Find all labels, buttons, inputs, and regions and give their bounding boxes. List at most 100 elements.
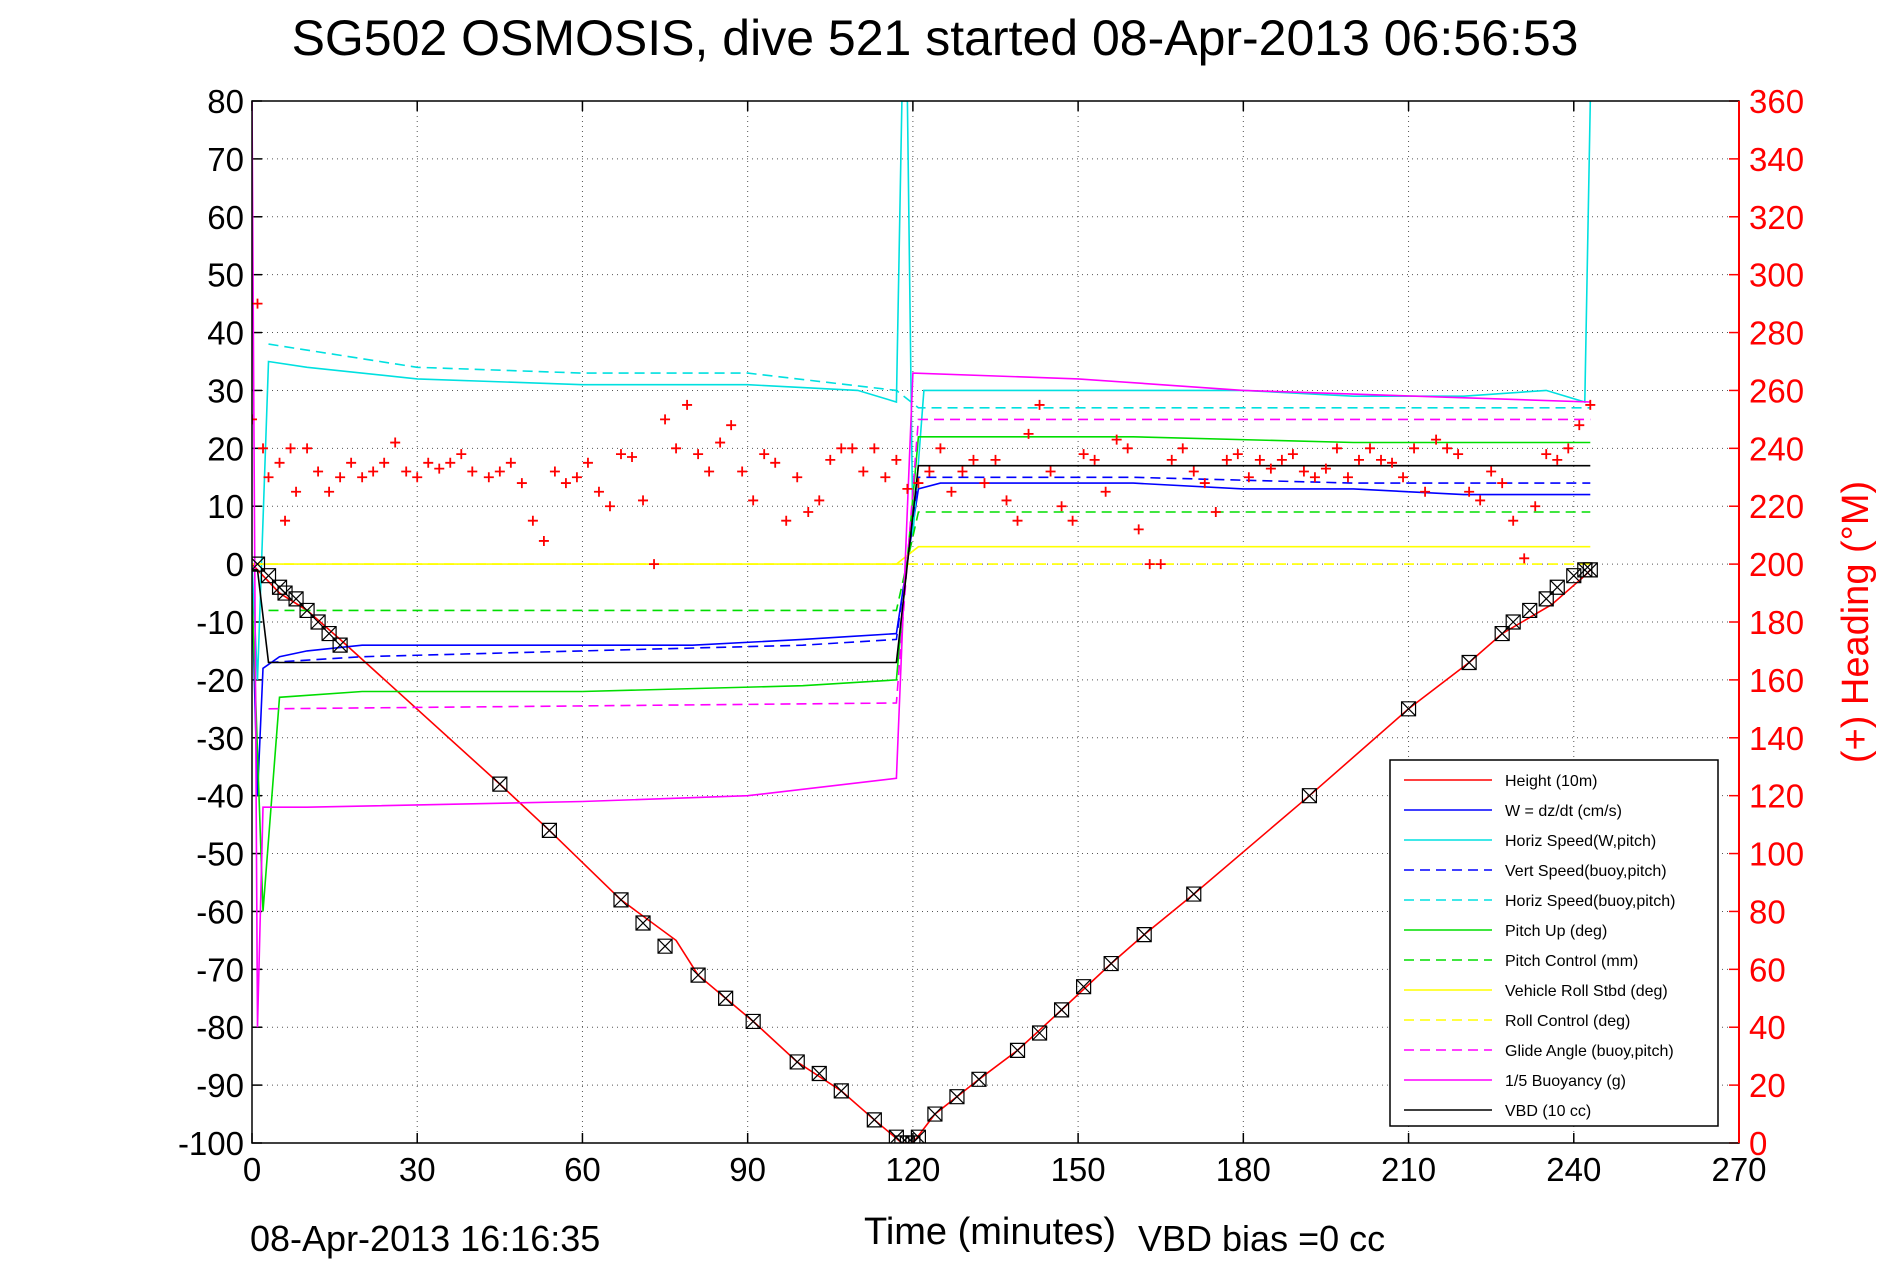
x-tick-label: 180 [1216,1151,1271,1188]
depth-marker [492,776,508,792]
heading-point [1453,449,1464,460]
y-tick-label: -60 [196,893,244,930]
heading-point [1342,472,1353,483]
vbd-bias-label: VBD bias =0 cc [1138,1218,1385,1259]
heading-point [990,454,1001,465]
heading-point [390,437,401,448]
y-tick-label: -70 [196,951,244,988]
heading-point [1232,449,1243,460]
heading-point [615,449,626,460]
heading-point [759,449,770,460]
heading-point [1243,472,1254,483]
heading-point [1023,428,1034,439]
heading-point [748,495,759,506]
series-line-4 [268,343,1591,409]
heading-layer [252,298,1596,570]
heading-point [1398,472,1409,483]
x-tick-label: 90 [729,1151,766,1188]
heading-point [456,449,467,460]
depth-marker [1076,979,1092,995]
heading-point [869,443,880,454]
heading-point [1122,443,1133,454]
depth-marker [541,822,557,838]
legend-label: Roll Control (deg) [1505,1013,1630,1030]
depth-marker [1566,568,1582,584]
y-tick-label: 10 [207,488,244,525]
heading-point [847,443,858,454]
legend-label: Horiz Speed(buoy,pitch) [1505,893,1675,910]
heading-point [1365,443,1375,454]
heading-point [1376,454,1387,465]
heading-point [1387,457,1398,468]
series-line-5 [252,435,1591,912]
depth-marker [613,892,629,908]
heading-point [252,298,263,309]
series-line-1 [252,482,1591,796]
y-tick-label: 30 [207,372,244,409]
depth-marker [1461,654,1477,671]
legend: Height (10m) W = dz/dt (cm/s) Horiz Speed(… [1389,759,1719,1127]
y-tick-label: -80 [196,1009,244,1046]
heading-point [313,466,324,477]
series-line-0 [252,563,1591,1143]
heading-point [483,472,494,483]
heading-point [1265,463,1276,474]
x-tick-label: 60 [564,1151,601,1188]
heading-point [1331,443,1342,454]
series-line-10 [252,101,1591,1028]
heading-point [803,507,814,518]
depth-marker [332,637,348,653]
heading-point [357,472,368,483]
heading-point [1133,524,1144,535]
footer-timestamp: 08-Apr-2013 16:16:35 [250,1218,600,1259]
depth-marker [927,1106,943,1122]
heading-point [1276,454,1287,465]
heading-point [593,486,604,497]
heading-point [770,457,781,468]
legend-label: Vehicle Roll Stbd (deg) [1505,983,1668,1000]
legend-label: Vert Speed(buoy,pitch) [1505,863,1667,880]
heading-point [263,472,274,483]
heading-point [516,478,527,489]
heading-point [693,449,704,460]
depth-marker [1186,886,1202,902]
heading-point [638,495,649,506]
heading-point [1519,553,1530,564]
y-tick-label: -30 [196,720,244,757]
depth-marker [910,1129,926,1143]
heading-point [302,443,313,454]
y-right-tick-label: 160 [1749,662,1804,699]
heading-point [1442,443,1453,454]
heading-point [335,472,346,483]
series-line-11 [252,464,1591,664]
y-right-tick-label: 120 [1749,778,1804,815]
y-right-tick-label: 240 [1749,430,1804,467]
depth-marker [1400,701,1417,717]
y-tick-label: -100 [178,1125,244,1162]
y-right-tick-label: 220 [1749,488,1804,525]
depth-marker [718,990,734,1006]
series-layer [252,101,1592,1143]
heading-point [1497,478,1508,489]
heading-point [1056,501,1067,512]
heading-point [1045,466,1056,477]
heading-point [604,501,615,512]
heading-point [1563,443,1574,454]
heading-point [538,535,549,546]
x-tick-label: 30 [399,1151,436,1188]
depth-marker [690,967,706,983]
legend-label: Pitch Control (mm) [1505,953,1638,970]
depth-marker [866,1112,882,1128]
heading-point [968,454,979,465]
y-right-tick-label: 180 [1749,604,1804,641]
heading-point [505,457,516,468]
heading-point [423,457,434,468]
heading-point [582,457,593,468]
heading-point [412,472,423,483]
y-tick-label: 60 [207,199,244,236]
heading-point [1221,454,1232,465]
heading-point [1034,399,1045,410]
heading-point [704,466,715,477]
y-tick-label: 50 [207,257,244,294]
legend-label: 1/5 Buoyancy (g) [1505,1073,1626,1090]
